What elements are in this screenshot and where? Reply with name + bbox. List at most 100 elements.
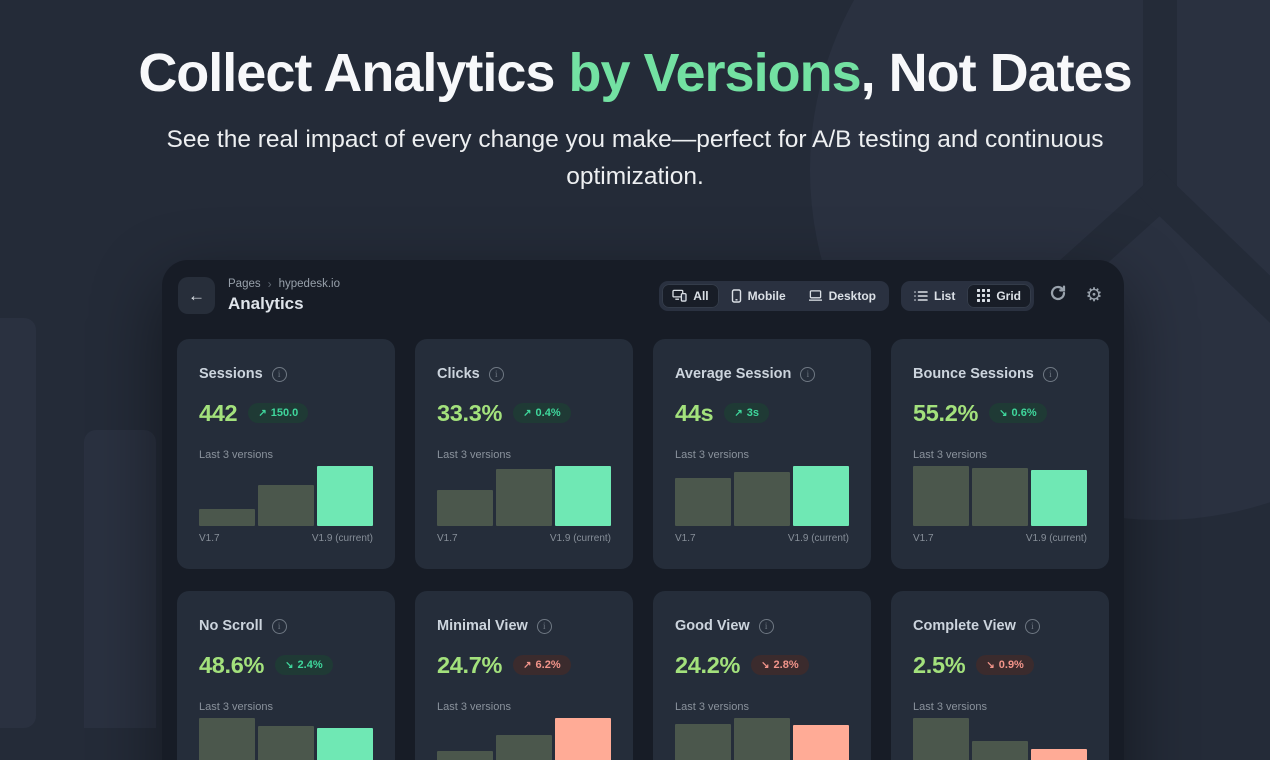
bar bbox=[555, 718, 611, 760]
view-mode-label: Grid bbox=[996, 288, 1021, 303]
header-titles: Pages › hypedesk.io Analytics bbox=[228, 277, 340, 314]
bar bbox=[437, 490, 493, 526]
hero-section: Collect Analytics by Versions, Not Dates… bbox=[0, 0, 1270, 195]
card-delta-badge: ↗ 6.2% bbox=[513, 655, 571, 675]
card-title: Sessions bbox=[199, 366, 263, 382]
metric-card: Bounce Sessions i 55.2% ↘ 0.6% Last 3 ve… bbox=[891, 339, 1109, 569]
card-value: 44s bbox=[675, 399, 714, 426]
info-icon[interactable]: i bbox=[1024, 618, 1040, 634]
bar bbox=[199, 509, 255, 526]
bar bbox=[496, 469, 552, 526]
breadcrumb-site[interactable]: hypedesk.io bbox=[278, 278, 340, 290]
dashboard-header: ← Pages › hypedesk.io Analytics All bbox=[162, 260, 1124, 314]
card-delta-badge: ↘ 0.6% bbox=[989, 403, 1047, 423]
delta-arrow-icon: ↘ bbox=[999, 407, 1008, 419]
card-value: 2.5% bbox=[913, 651, 966, 678]
mini-bar-chart bbox=[199, 718, 373, 760]
info-icon[interactable]: i bbox=[488, 366, 504, 382]
bar bbox=[734, 472, 790, 526]
chart-label-right: V1.9 (current) bbox=[549, 533, 611, 544]
card-value: 24.2% bbox=[675, 651, 741, 678]
delta-arrow-icon: ↘ bbox=[761, 659, 770, 671]
info-icon[interactable]: i bbox=[758, 618, 774, 634]
background-bar-shape bbox=[0, 318, 36, 728]
device-filter-mobile[interactable]: Mobile bbox=[721, 284, 796, 308]
bar bbox=[972, 468, 1028, 526]
view-mode-label: List bbox=[933, 288, 956, 303]
card-delta-value: 0.9% bbox=[998, 659, 1024, 671]
refresh-button[interactable] bbox=[1046, 284, 1070, 308]
card-caption: Last 3 versions bbox=[913, 449, 987, 461]
chart-label-right: V1.9 (current) bbox=[1025, 533, 1087, 544]
cards-grid: Sessions i 442 ↗ 150.0 Last 3 versions V… bbox=[177, 339, 1109, 760]
back-button[interactable]: ← bbox=[178, 277, 215, 314]
card-caption: Last 3 versions bbox=[675, 449, 749, 461]
card-caption: Last 3 versions bbox=[199, 449, 273, 461]
info-icon[interactable]: i bbox=[800, 366, 816, 382]
delta-arrow-icon: ↗ bbox=[734, 407, 743, 419]
mini-bar-chart bbox=[913, 718, 1087, 760]
card-delta-badge: ↗ 150.0 bbox=[248, 403, 309, 423]
delta-arrow-icon: ↗ bbox=[523, 659, 532, 671]
card-delta-value: 6.2% bbox=[535, 659, 561, 671]
settings-button[interactable]: ⚙ bbox=[1082, 284, 1106, 308]
card-delta-value: 2.4% bbox=[297, 659, 323, 671]
metric-card: Clicks i 33.3% ↗ 0.4% Last 3 versions V1… bbox=[415, 339, 633, 569]
refresh-icon bbox=[1049, 284, 1067, 307]
view-mode-grid[interactable]: Grid bbox=[967, 283, 1031, 308]
metric-card: Average Session i 44s ↗ 3s Last 3 versio… bbox=[653, 339, 871, 569]
card-delta-badge: ↗ 3s bbox=[724, 403, 769, 423]
metric-card: Minimal View i 24.7% ↗ 6.2% Last 3 versi… bbox=[415, 591, 633, 760]
view-mode-list[interactable]: List bbox=[904, 284, 965, 308]
delta-arrow-icon: ↗ bbox=[523, 407, 532, 419]
page-title: Collect Analytics by Versions, Not Dates bbox=[0, 0, 1270, 104]
bar bbox=[913, 466, 969, 526]
info-icon[interactable]: i bbox=[271, 618, 287, 634]
device-filter-group: All Mobile Desktop bbox=[659, 280, 889, 311]
mobile-icon bbox=[731, 288, 742, 303]
bar bbox=[258, 485, 314, 526]
breadcrumb: Pages › hypedesk.io bbox=[228, 277, 340, 291]
card-caption: Last 3 versions bbox=[437, 701, 511, 713]
card-delta-value: 0.6% bbox=[1011, 407, 1037, 419]
info-icon[interactable]: i bbox=[1042, 366, 1058, 382]
bar bbox=[913, 718, 969, 760]
metric-card: Sessions i 442 ↗ 150.0 Last 3 versions V… bbox=[177, 339, 395, 569]
dashboard-title: Analytics bbox=[228, 294, 304, 313]
info-icon[interactable]: i bbox=[536, 618, 552, 634]
mini-bar-chart bbox=[913, 466, 1087, 526]
card-caption: Last 3 versions bbox=[913, 701, 987, 713]
device-filter-desktop[interactable]: Desktop bbox=[798, 284, 886, 308]
grid-icon bbox=[977, 289, 991, 302]
bar bbox=[972, 740, 1028, 760]
page-subtitle: See the real impact of every change you … bbox=[166, 126, 1104, 191]
card-delta-value: 2.8% bbox=[773, 659, 799, 671]
title-suffix: , Not Dates bbox=[860, 43, 1133, 103]
device-filter-all[interactable]: All bbox=[662, 283, 719, 308]
toolbar: All Mobile Desktop List bbox=[659, 280, 1106, 311]
metric-card: No Scroll i 48.6% ↘ 2.4% Last 3 versions… bbox=[177, 591, 395, 760]
bar bbox=[199, 718, 255, 760]
card-delta-badge: ↘ 2.4% bbox=[275, 655, 333, 675]
card-caption: Last 3 versions bbox=[437, 449, 511, 461]
card-title: No Scroll bbox=[199, 618, 263, 634]
card-title: Complete View bbox=[913, 618, 1016, 634]
title-highlight: by Versions bbox=[568, 43, 861, 103]
bar bbox=[1031, 749, 1087, 760]
back-arrow-icon: ← bbox=[188, 285, 205, 305]
card-delta-badge: ↘ 0.9% bbox=[976, 655, 1034, 675]
breadcrumb-pages[interactable]: Pages bbox=[228, 278, 261, 290]
card-value: 24.7% bbox=[437, 651, 503, 678]
mini-bar-chart bbox=[437, 718, 611, 760]
card-value: 55.2% bbox=[913, 399, 979, 426]
gear-icon: ⚙ bbox=[1085, 285, 1103, 306]
device-filter-label: All bbox=[693, 288, 709, 303]
card-title: Clicks bbox=[437, 366, 480, 382]
card-caption: Last 3 versions bbox=[675, 701, 749, 713]
info-icon[interactable]: i bbox=[271, 366, 287, 382]
card-title: Average Session bbox=[675, 366, 792, 382]
bar bbox=[317, 728, 373, 760]
chart-label-left: V1.7 bbox=[437, 533, 458, 544]
chart-label-left: V1.7 bbox=[675, 533, 696, 544]
